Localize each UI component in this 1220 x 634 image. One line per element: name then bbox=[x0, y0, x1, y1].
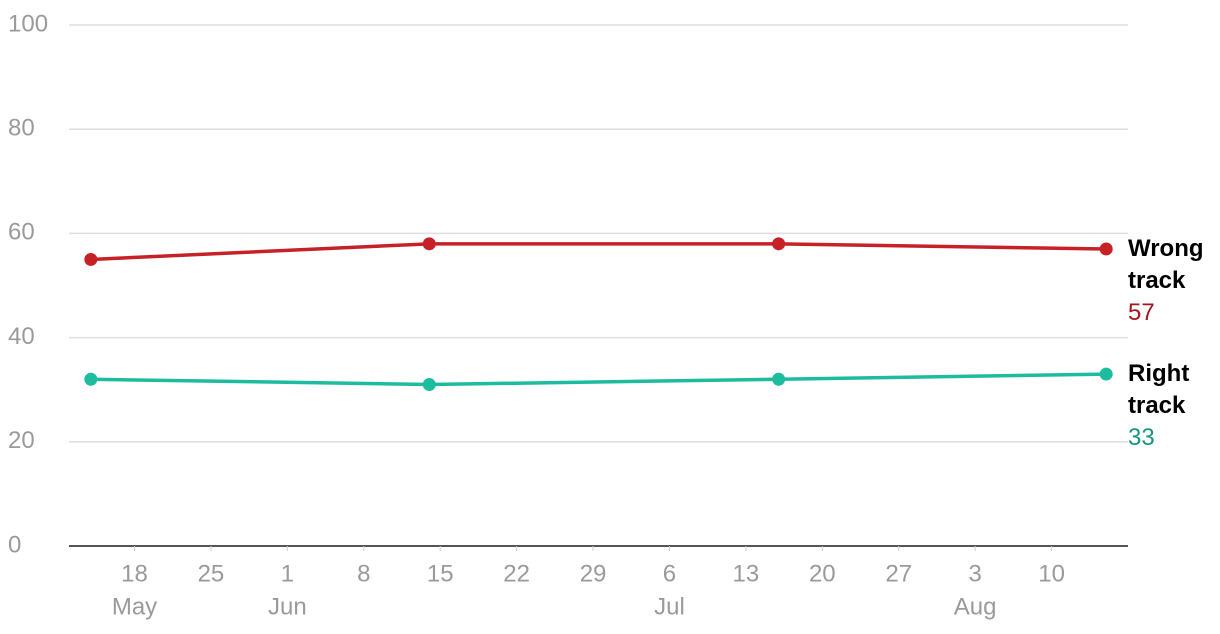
y-tick-label: 20 bbox=[8, 427, 35, 454]
end-label: Wrong track 57 bbox=[1128, 233, 1218, 329]
series-line bbox=[90, 242, 1107, 262]
month-label: Aug bbox=[954, 593, 997, 620]
x-tick-label: 13 bbox=[733, 560, 760, 587]
x-tick-label: 27 bbox=[885, 560, 912, 587]
y-tick-label: 80 bbox=[8, 115, 35, 142]
end-label: Right track 33 bbox=[1128, 358, 1218, 454]
x-tick-label: 1 bbox=[281, 560, 294, 587]
y-tick-label: 60 bbox=[8, 219, 35, 246]
y-tick-label: 40 bbox=[8, 323, 35, 350]
x-tick-label: 8 bbox=[357, 560, 370, 587]
data-point bbox=[772, 372, 786, 386]
y-tick-label: 100 bbox=[8, 10, 48, 37]
month-label: Jun bbox=[268, 593, 307, 620]
month-label: May bbox=[112, 593, 157, 620]
series-line bbox=[90, 372, 1107, 387]
data-point bbox=[422, 237, 436, 251]
x-tick-label: 6 bbox=[663, 560, 676, 587]
data-point bbox=[84, 372, 98, 386]
end-value: 57 bbox=[1128, 299, 1155, 327]
x-tick-label: 18 bbox=[121, 560, 148, 587]
x-tick-label: 3 bbox=[968, 560, 981, 587]
x-tick-label: 15 bbox=[427, 560, 454, 587]
x-tick-label: 29 bbox=[580, 560, 607, 587]
data-point bbox=[422, 377, 436, 391]
month-label: Jul bbox=[654, 593, 685, 620]
series-name: Wrong track bbox=[1128, 235, 1204, 295]
series-name: Right track bbox=[1128, 360, 1190, 420]
y-tick-label: 0 bbox=[8, 531, 21, 558]
x-tick-label: 25 bbox=[198, 560, 225, 587]
data-point bbox=[1099, 242, 1113, 256]
x-tick-label: 10 bbox=[1038, 560, 1065, 587]
x-tick-label: 22 bbox=[503, 560, 530, 587]
data-point bbox=[1099, 367, 1113, 381]
end-value: 33 bbox=[1128, 424, 1155, 452]
data-point bbox=[84, 252, 98, 266]
data-point bbox=[772, 237, 786, 251]
x-tick-label: 20 bbox=[809, 560, 836, 587]
